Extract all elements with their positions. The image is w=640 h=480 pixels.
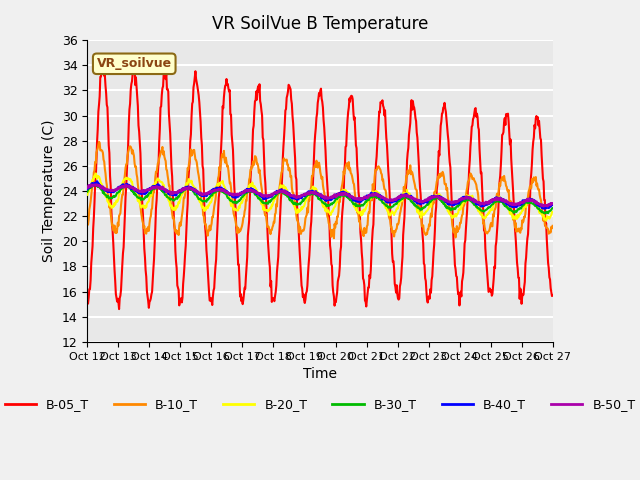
Title: VR SoilVue B Temperature: VR SoilVue B Temperature: [212, 15, 428, 33]
X-axis label: Time: Time: [303, 367, 337, 381]
Legend: B-05_T, B-10_T, B-20_T, B-30_T, B-40_T, B-50_T: B-05_T, B-10_T, B-20_T, B-30_T, B-40_T, …: [0, 394, 640, 417]
Text: VR_soilvue: VR_soilvue: [97, 57, 172, 70]
Y-axis label: Soil Temperature (C): Soil Temperature (C): [42, 120, 56, 262]
